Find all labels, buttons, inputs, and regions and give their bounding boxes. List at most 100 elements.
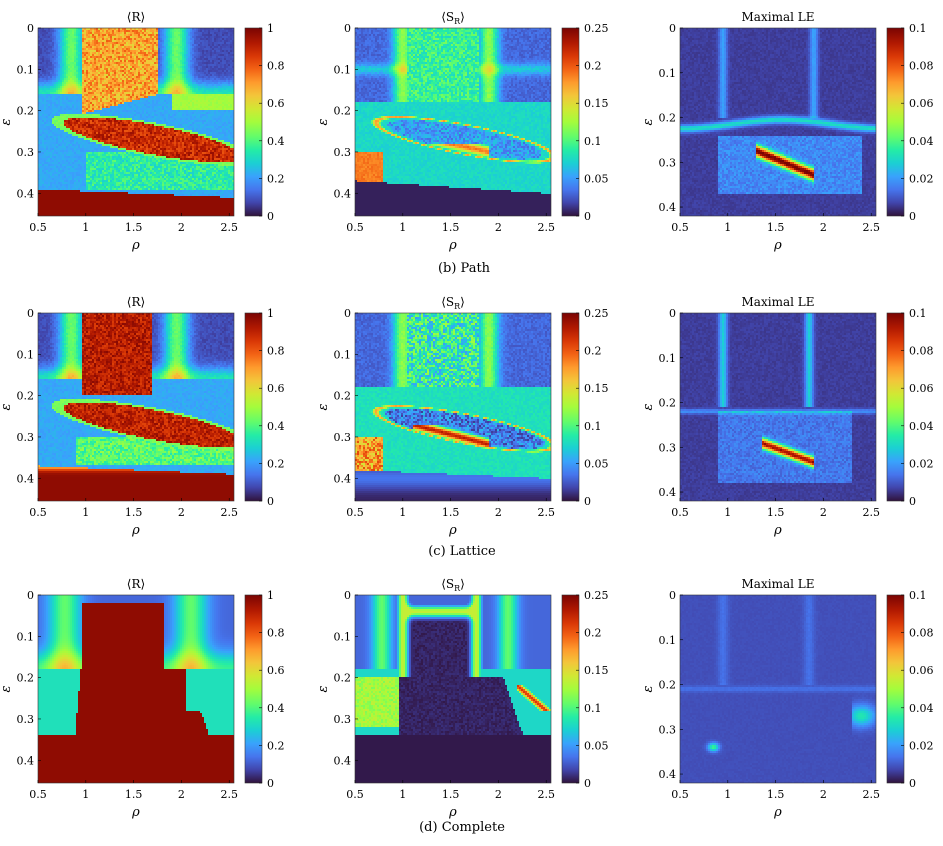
plot-frame (679, 312, 877, 502)
colorbar-tick-label: 0.06 (909, 97, 934, 110)
y-tick-label: 0 (344, 307, 351, 320)
y-axis-label: ε (316, 403, 331, 410)
colorbar-tick-label: 0.06 (909, 664, 934, 677)
panel-title: Maximal LE (742, 295, 815, 309)
y-tick-label: 0 (27, 22, 34, 35)
plot-frame (354, 27, 552, 217)
colorbar-tick-label: 0.4 (267, 135, 285, 148)
y-tick-label: 0.1 (659, 634, 677, 647)
plot-frame (354, 312, 552, 502)
x-tick-label: 2 (495, 788, 502, 801)
x-tick-label: 2.5 (862, 788, 880, 801)
colorbar-tick-label: 0.15 (584, 664, 609, 677)
x-tick-label: 1.5 (125, 221, 143, 234)
colorbar-tick-label: 0.06 (909, 382, 934, 395)
colorbar (561, 312, 580, 502)
y-tick-label: 0.4 (659, 201, 677, 214)
colorbar-tick-label: 0.05 (584, 739, 609, 752)
colorbar-tick-label: 0.08 (909, 627, 934, 640)
x-tick-label: 2 (495, 221, 502, 234)
x-tick-label: 1 (724, 788, 731, 801)
colorbar (244, 27, 263, 217)
y-tick-label: 0.3 (659, 441, 677, 454)
colorbar-tick-label: 0.15 (584, 382, 609, 395)
heatmap-cells (355, 595, 551, 783)
x-tick-label: 0.5 (671, 788, 689, 801)
colorbar-tick-label: 0.4 (267, 702, 285, 715)
colorbar-tick-label: 1 (267, 589, 274, 602)
colorbar (561, 27, 580, 217)
y-tick-label: 0 (669, 589, 676, 602)
colorbar (244, 594, 263, 784)
y-tick-label: 0.2 (659, 112, 677, 125)
colorbar (244, 312, 263, 502)
y-tick-label: 0.3 (659, 156, 677, 169)
y-tick-label: 0.1 (17, 63, 35, 76)
y-tick-label: 0.1 (659, 352, 677, 365)
y-axis-label: ε (641, 685, 656, 692)
colorbar-tick-label: 0 (267, 495, 274, 508)
colorbar-tick-label: 0.6 (267, 664, 285, 677)
colorbar-tick-label: 0.8 (267, 627, 285, 640)
colorbar-tick-label: 0.8 (267, 345, 285, 358)
x-tick-label: 1 (399, 506, 406, 519)
colorbar-tick-label: 0.2 (267, 172, 285, 185)
x-axis-label: ρ (448, 805, 457, 820)
colorbar-tick-label: 0.25 (584, 22, 609, 35)
colorbar-tick-label: 0.2 (267, 457, 285, 470)
y-axis-label: ε (641, 403, 656, 410)
y-tick-label: 0.2 (334, 390, 352, 403)
colorbar-tick-label: 0.2 (267, 739, 285, 752)
colorbar (886, 27, 905, 217)
x-tick-label: 2.5 (537, 506, 555, 519)
heatmap-panel-lattice-1: ⟨R⟩ 0.5 1 1.5 2 2.5 ρ 0 0.1 0.2 0.3 0.4 ε 0 0.2 0.4 0.6 0… (0, 295, 285, 538)
x-tick-label: 0.5 (29, 221, 47, 234)
x-axis-label: ρ (773, 238, 782, 253)
x-tick-label: 2 (820, 506, 827, 519)
x-axis-label: ρ (131, 238, 140, 253)
colorbar-tick-label: 0.1 (584, 702, 602, 715)
y-axis-label: ε (0, 685, 14, 692)
heatmap-cells (38, 28, 234, 216)
x-tick-label: 1.5 (125, 788, 143, 801)
y-tick-label: 0.4 (334, 187, 352, 200)
colorbar (561, 594, 580, 784)
y-tick-label: 0 (27, 307, 34, 320)
y-tick-label: 0.2 (334, 672, 352, 685)
x-axis-label: ρ (773, 805, 782, 820)
heatmap-cells (38, 313, 234, 501)
y-tick-label: 0.3 (17, 713, 35, 726)
colorbar-tick-label: 0 (267, 777, 274, 790)
x-tick-label: 2.5 (537, 221, 555, 234)
x-tick-label: 1 (724, 506, 731, 519)
colorbar-tick-label: 0 (584, 210, 591, 223)
y-tick-label: 0.2 (17, 672, 35, 685)
x-tick-label: 1 (399, 788, 406, 801)
colorbar-tick-label: 0 (584, 495, 591, 508)
x-tick-label: 0.5 (29, 788, 47, 801)
heatmap-cells (680, 28, 876, 216)
colorbar-tick-label: 0.08 (909, 60, 934, 73)
heatmap-cells (355, 28, 551, 216)
x-axis-label: ρ (131, 523, 140, 538)
y-tick-label: 0.2 (659, 397, 677, 410)
y-tick-label: 0.1 (334, 348, 352, 361)
heatmap-cells (680, 313, 876, 501)
y-tick-label: 0.4 (334, 472, 352, 485)
x-axis-label: ρ (448, 523, 457, 538)
plot-frame (37, 594, 235, 784)
panel-title: Maximal LE (742, 577, 815, 591)
x-tick-label: 0.5 (671, 506, 689, 519)
x-tick-label: 0.5 (346, 221, 364, 234)
y-tick-label: 0.1 (659, 67, 677, 80)
heatmap-panel-complete-1: ⟨R⟩ 0.5 1 1.5 2 2.5 ρ 0 0.1 0.2 0.3 0.4 ε 0 0.2 0.4 0.6 0… (0, 577, 285, 820)
colorbar-tick-label: 0.2 (584, 627, 602, 640)
x-tick-label: 0.5 (346, 788, 364, 801)
colorbar-tick-label: 0 (584, 777, 591, 790)
y-tick-label: 0.3 (334, 146, 352, 159)
colorbar-tick-label: 1 (267, 307, 274, 320)
x-tick-label: 1.5 (442, 221, 460, 234)
plot-frame (679, 594, 877, 784)
colorbar-tick-label: 0.1 (909, 307, 927, 320)
x-tick-label: 0.5 (29, 506, 47, 519)
